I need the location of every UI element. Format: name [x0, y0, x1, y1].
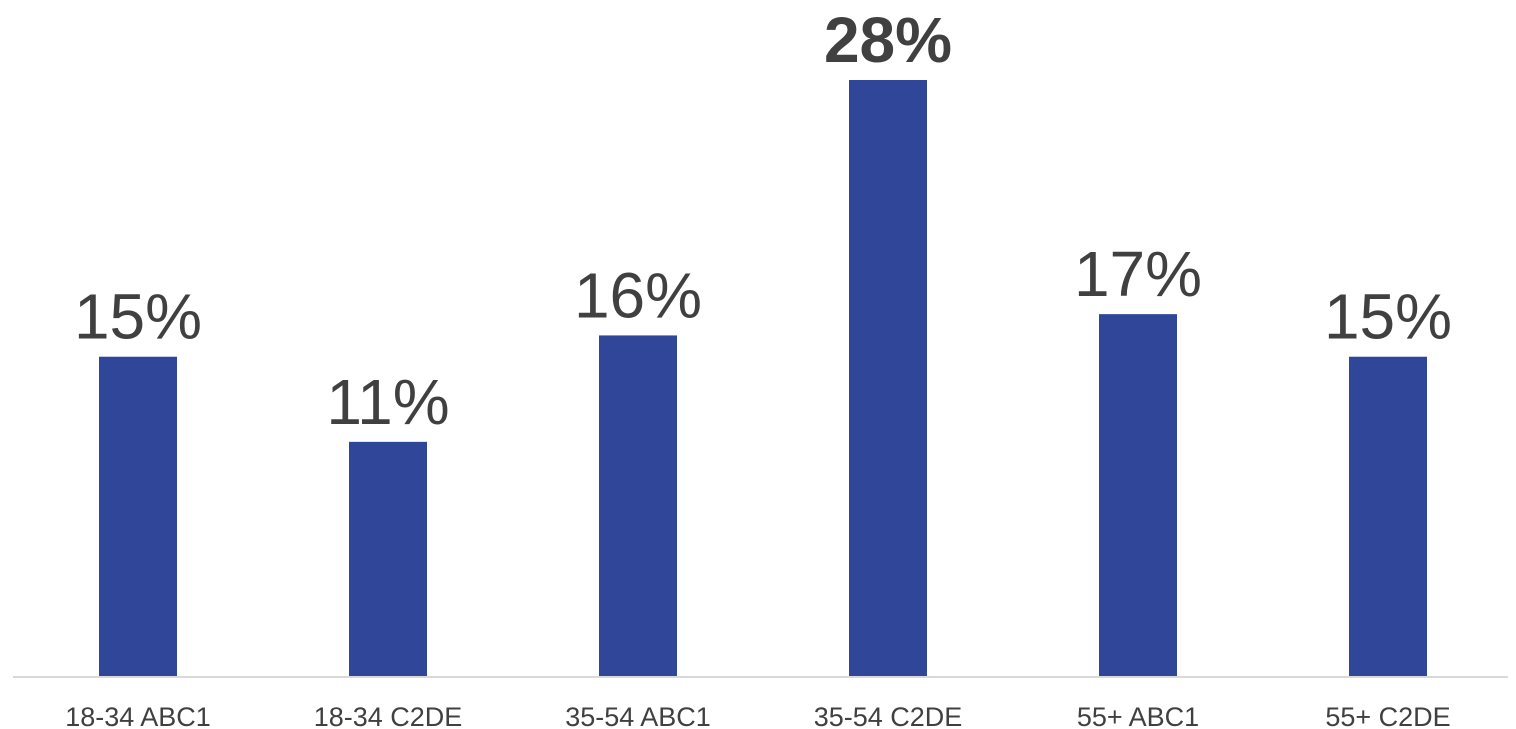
category-label: 18-34 C2DE — [314, 702, 463, 729]
bar-55-c2de — [1349, 356, 1427, 676]
bar-35-54-c2de — [849, 80, 927, 676]
category-label: 18-34 ABC1 — [65, 702, 211, 729]
bar-55-abc1 — [1099, 314, 1177, 676]
data-label: 15% — [1324, 281, 1452, 353]
category-label: 35-54 C2DE — [814, 702, 963, 729]
data-label: 17% — [1074, 238, 1202, 310]
category-label: 35-54 ABC1 — [565, 702, 711, 729]
data-label: 15% — [74, 281, 202, 353]
data-label: 16% — [574, 259, 702, 331]
bars-layer — [99, 80, 1427, 676]
data-label: 28% — [824, 4, 952, 76]
data-label: 11% — [326, 366, 449, 438]
data-labels-layer: 15% 11% 16% 28% 17% 15% — [74, 4, 1452, 438]
category-label: 55+ ABC1 — [1077, 702, 1199, 729]
category-label: 55+ C2DE — [1325, 702, 1450, 729]
bar-18-34-abc1 — [99, 356, 177, 676]
bar-18-34-c2de — [349, 441, 427, 676]
bar-35-54-abc1 — [599, 335, 677, 676]
category-labels-layer: 18-34 ABC1 18-34 C2DE 35-54 ABC1 35-54 C2DE… — [65, 702, 1450, 729]
